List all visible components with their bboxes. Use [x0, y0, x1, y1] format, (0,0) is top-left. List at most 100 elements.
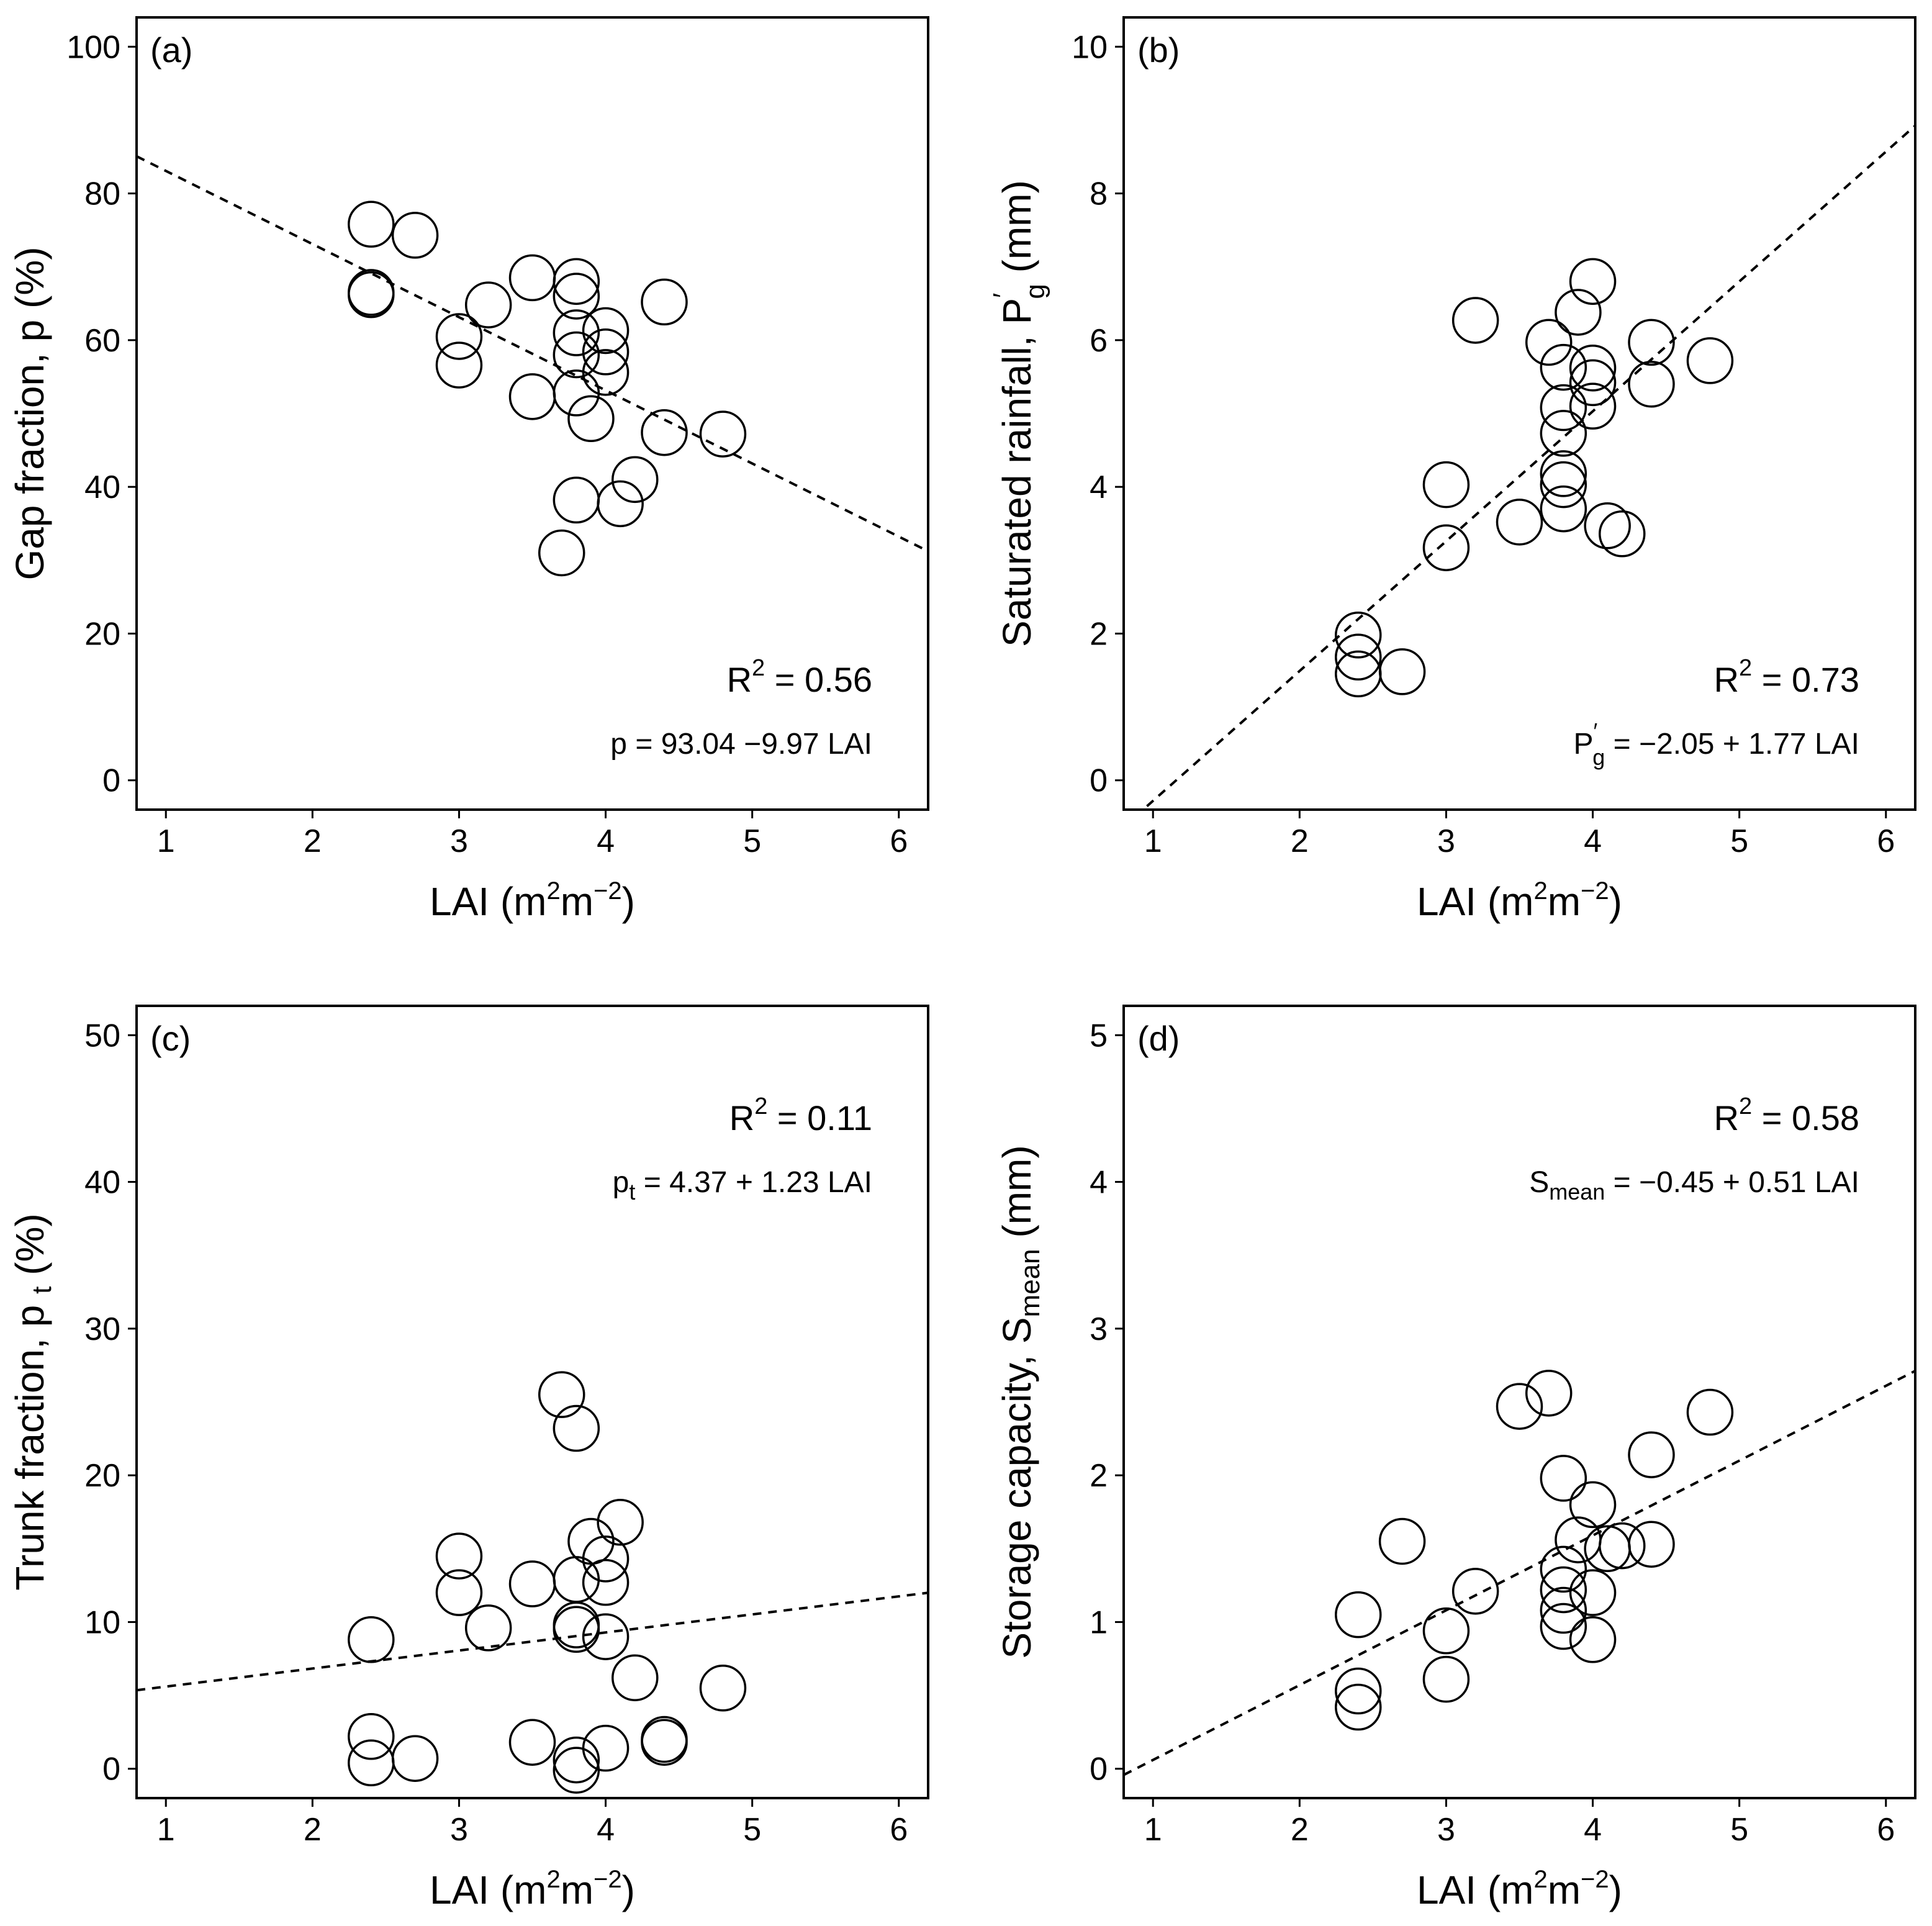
data-point — [1628, 360, 1675, 408]
x-tick-label: 5 — [1730, 1812, 1748, 1848]
y-tick-label: 10 — [1072, 29, 1108, 65]
data-point — [641, 1719, 688, 1766]
data-point — [1451, 1568, 1499, 1615]
x-tick-label: 3 — [1437, 823, 1455, 859]
data-point — [641, 278, 688, 326]
y-tick-label: 4 — [1090, 469, 1108, 505]
panel-label: (c) — [150, 1019, 191, 1058]
r-squared-label: R2 = 0.56 — [727, 655, 872, 699]
scatter-points — [348, 201, 747, 577]
x-tick-label: 4 — [597, 1812, 615, 1848]
r-squared-label: R2 = 0.11 — [729, 1093, 872, 1137]
data-point — [1628, 1431, 1675, 1478]
y-tick-label: 6 — [1090, 323, 1108, 359]
data-point — [348, 1739, 395, 1787]
regression-equation: P′ g = −2.05 + 1.77 LAI — [1574, 718, 1859, 770]
data-point — [348, 1713, 395, 1760]
x-tick-label: 1 — [157, 823, 175, 859]
regression-equation: Smean = −0.45 + 0.51 LAI — [1529, 1166, 1859, 1205]
data-point — [348, 201, 395, 248]
data-point — [1540, 343, 1587, 391]
x-tick-label: 6 — [1877, 823, 1895, 859]
data-point — [1584, 502, 1631, 549]
data-point — [553, 1736, 600, 1784]
data-point — [508, 1719, 556, 1766]
data-point — [1569, 1616, 1617, 1663]
data-point — [1584, 1525, 1631, 1573]
data-point — [1422, 461, 1470, 509]
data-point — [1569, 1569, 1617, 1616]
panel-label: (a) — [150, 30, 192, 70]
data-point — [391, 212, 439, 259]
data-point — [1599, 1522, 1646, 1570]
data-point — [582, 1724, 630, 1772]
data-point — [1335, 1591, 1382, 1639]
regression-equation: pt = 4.37 + 1.23 LAI — [613, 1166, 872, 1205]
y-tick-label: 2 — [1090, 1458, 1108, 1494]
regression-equation: p = 93.04 −9.97 LAI — [610, 728, 872, 761]
x-tick-label: 3 — [1437, 1812, 1455, 1848]
data-point — [1555, 1516, 1602, 1563]
data-point — [641, 1716, 688, 1763]
y-tick-label: 20 — [84, 1458, 120, 1494]
data-point — [553, 331, 600, 379]
y-axis-label: Gap fraction, p (%) — [7, 246, 52, 580]
scatter-points — [348, 1371, 747, 1794]
data-point — [553, 273, 600, 320]
data-point — [582, 328, 630, 376]
x-tick-label: 5 — [743, 823, 761, 859]
data-point — [1422, 1655, 1470, 1703]
x-axis-label: LAI (m2m−2) — [430, 877, 635, 924]
data-point — [508, 1560, 556, 1607]
data-point — [1378, 648, 1426, 695]
data-point — [567, 395, 615, 443]
x-tick-label: 4 — [1584, 823, 1602, 859]
data-point — [1525, 1370, 1573, 1417]
data-point — [435, 313, 483, 360]
data-point — [1422, 524, 1470, 571]
y-tick-label: 30 — [84, 1311, 120, 1347]
data-point — [508, 254, 556, 302]
x-tick-label: 6 — [1877, 1812, 1895, 1848]
data-point — [1540, 1566, 1587, 1614]
data-point — [538, 1371, 585, 1418]
y-tick-label: 40 — [84, 1165, 120, 1201]
y-tick-label: 10 — [84, 1604, 120, 1640]
y-tick-label: 5 — [1090, 1018, 1108, 1054]
data-point — [464, 281, 512, 328]
y-tick-label: 20 — [84, 616, 120, 652]
data-point — [597, 480, 644, 528]
data-point — [1628, 1521, 1675, 1568]
x-tick-label: 2 — [304, 1812, 322, 1848]
data-point — [1569, 258, 1617, 305]
x-tick-label: 2 — [1291, 823, 1309, 859]
data-point — [612, 456, 659, 504]
data-point — [1496, 499, 1543, 546]
y-tick-label: 0 — [1090, 1752, 1108, 1788]
x-tick-label: 6 — [890, 1812, 908, 1848]
data-point — [1555, 289, 1602, 336]
data-point — [582, 307, 630, 355]
plot-frame — [1122, 1005, 1916, 1799]
data-point — [641, 409, 688, 456]
x-tick-label: 5 — [743, 1812, 761, 1848]
data-point — [1540, 1545, 1587, 1593]
y-axis-label: Storage capacity, Smean (mm) — [995, 1145, 1045, 1658]
data-point — [1540, 485, 1587, 533]
data-point — [1540, 450, 1587, 497]
data-point — [538, 529, 585, 577]
data-point — [1569, 1481, 1617, 1529]
y-tick-label: 4 — [1090, 1165, 1108, 1201]
y-tick-label: 0 — [102, 763, 120, 799]
data-point — [1628, 319, 1675, 366]
y-tick-label: 0 — [102, 1752, 120, 1788]
data-point — [348, 269, 395, 316]
x-tick-label: 1 — [1144, 1812, 1162, 1848]
x-tick-label: 2 — [304, 823, 322, 859]
data-point — [435, 1569, 483, 1616]
data-point — [1569, 382, 1617, 430]
data-point — [1525, 319, 1573, 366]
data-point — [1540, 410, 1587, 457]
